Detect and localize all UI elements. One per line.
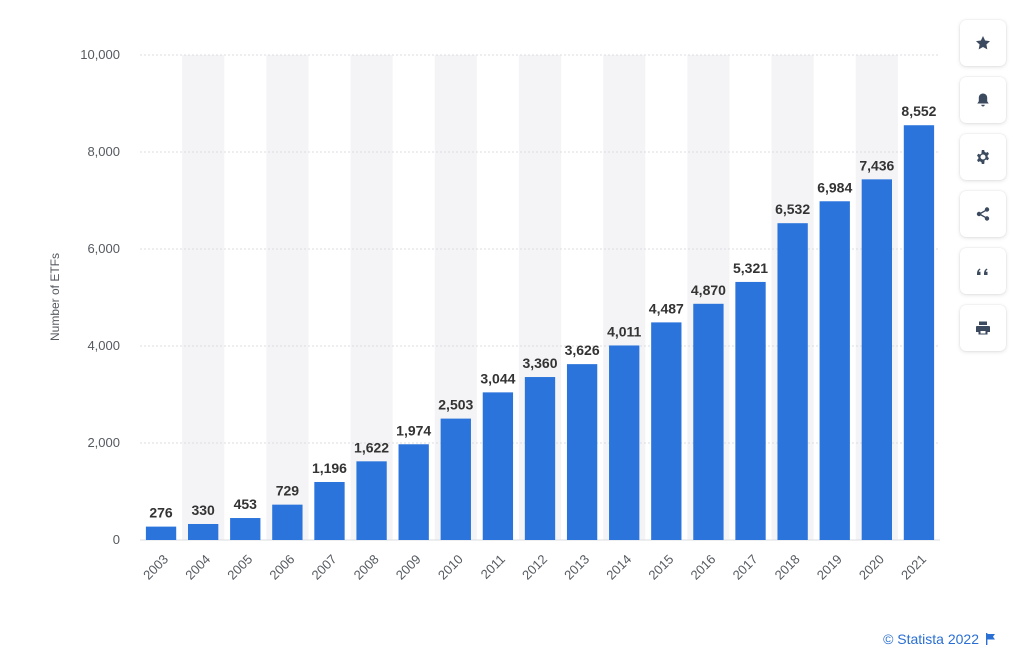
x-tick-label: 2009 xyxy=(393,552,424,583)
bar xyxy=(230,518,261,540)
y-tick-label: 2,000 xyxy=(87,435,120,450)
gear-icon xyxy=(977,150,989,164)
x-tick-label: 2006 xyxy=(266,552,297,583)
value-label: 3,044 xyxy=(480,370,515,386)
settings-button[interactable] xyxy=(960,134,1006,180)
value-label: 6,984 xyxy=(817,179,852,195)
value-label: 330 xyxy=(191,502,215,518)
x-tick-label: 2014 xyxy=(603,552,634,583)
x-tick-label: 2013 xyxy=(561,552,592,583)
value-label: 1,196 xyxy=(312,460,347,476)
share-button[interactable] xyxy=(960,191,1006,237)
value-label: 3,360 xyxy=(522,355,557,371)
bar xyxy=(566,364,598,540)
y-tick-label: 10,000 xyxy=(80,47,120,62)
chart-area: 0 2,000 4,000 6,000 8,000 10,000 276 330 453 729… xyxy=(48,47,940,583)
bar xyxy=(356,461,387,540)
bar xyxy=(609,345,640,540)
chart-toolbar xyxy=(960,20,1006,362)
notification-button[interactable] xyxy=(960,77,1006,123)
column-band xyxy=(266,55,309,540)
x-tick-label: 2016 xyxy=(687,552,718,583)
x-tick-label: 2003 xyxy=(140,552,171,583)
bar xyxy=(693,303,724,540)
column-band xyxy=(350,55,393,540)
bar xyxy=(482,392,514,540)
x-tick-label: 2015 xyxy=(645,552,676,583)
bar xyxy=(524,377,556,540)
bar xyxy=(777,223,808,540)
x-tick-label: 2004 xyxy=(182,552,213,583)
bar xyxy=(272,504,303,540)
x-tick-label: 2012 xyxy=(519,552,550,583)
y-tick-label: 4,000 xyxy=(87,338,120,353)
x-tick-label: 2010 xyxy=(435,552,466,583)
x-tick-label: 2019 xyxy=(814,552,845,583)
value-label: 8,552 xyxy=(901,103,936,119)
star-icon xyxy=(976,36,990,50)
x-axis-ticks: 2003 2004 2005 2006 2007 2008 2009 2010 2011 2012… xyxy=(140,552,929,583)
x-tick-label: 2008 xyxy=(351,552,382,583)
bell-icon xyxy=(977,93,989,107)
bar xyxy=(314,481,345,540)
bar xyxy=(188,523,219,540)
favorite-button[interactable] xyxy=(960,20,1006,66)
x-tick-label: 2018 xyxy=(772,552,803,583)
print-button[interactable] xyxy=(960,305,1006,351)
value-label: 1,974 xyxy=(396,422,431,438)
bar xyxy=(440,418,471,540)
cite-button[interactable] xyxy=(960,248,1006,294)
bar xyxy=(819,201,850,540)
y-axis-ticks: 0 2,000 4,000 6,000 8,000 10,000 xyxy=(80,47,120,547)
quote-icon xyxy=(977,268,988,275)
x-tick-label: 2017 xyxy=(730,552,761,583)
flag-icon xyxy=(986,633,995,645)
column-band xyxy=(182,55,225,540)
x-tick-label: 2005 xyxy=(224,552,255,583)
bar xyxy=(145,526,177,540)
source-credit[interactable]: © Statista 2022 xyxy=(883,631,996,647)
value-labels: 276 330 453 729 1,196 1,622 1,974 2,503 3,044 3,3… xyxy=(149,103,936,520)
bar xyxy=(903,125,935,540)
y-tick-label: 8,000 xyxy=(87,144,120,159)
y-axis-title: Number of ETFs xyxy=(48,253,62,341)
value-label: 5,321 xyxy=(733,260,768,276)
x-tick-label: 2011 xyxy=(478,552,508,582)
y-tick-label: 0 xyxy=(113,532,120,547)
share-icon xyxy=(976,207,990,221)
bar xyxy=(398,444,429,540)
value-label: 4,870 xyxy=(691,282,726,298)
value-label: 276 xyxy=(149,505,173,521)
value-label: 1,622 xyxy=(354,439,389,455)
value-label: 3,626 xyxy=(565,342,600,358)
bar xyxy=(861,179,892,540)
value-label: 6,532 xyxy=(775,201,810,217)
value-label: 7,436 xyxy=(859,157,894,173)
printer-icon xyxy=(976,321,990,335)
value-label: 729 xyxy=(276,483,300,499)
value-label: 4,487 xyxy=(649,300,684,316)
credit-text: © Statista 2022 xyxy=(883,631,979,647)
bar xyxy=(735,281,766,540)
bar xyxy=(651,322,682,540)
bar-chart: 0 2,000 4,000 6,000 8,000 10,000 276 330 453 729… xyxy=(48,47,940,583)
x-tick-label: 2021 xyxy=(898,552,929,583)
value-label: 4,011 xyxy=(607,323,641,339)
x-tick-label: 2020 xyxy=(856,552,887,583)
value-label: 453 xyxy=(234,496,258,512)
x-tick-label: 2007 xyxy=(309,552,340,583)
value-label: 2,503 xyxy=(438,397,473,413)
bars xyxy=(145,125,935,540)
y-tick-label: 6,000 xyxy=(87,241,120,256)
